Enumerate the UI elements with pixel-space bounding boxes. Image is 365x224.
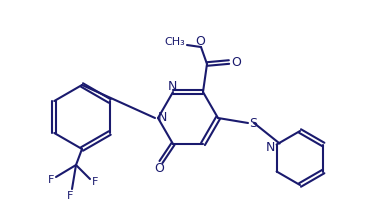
Text: N: N: [157, 110, 167, 123]
Text: N: N: [167, 80, 177, 93]
Text: F: F: [92, 177, 98, 187]
Text: O: O: [231, 56, 241, 69]
Text: N: N: [266, 141, 275, 154]
Text: CH₃: CH₃: [165, 37, 185, 47]
Text: F: F: [48, 175, 54, 185]
Text: F: F: [67, 191, 73, 201]
Text: S: S: [249, 116, 257, 129]
Text: O: O: [154, 162, 164, 175]
Text: O: O: [195, 34, 205, 47]
